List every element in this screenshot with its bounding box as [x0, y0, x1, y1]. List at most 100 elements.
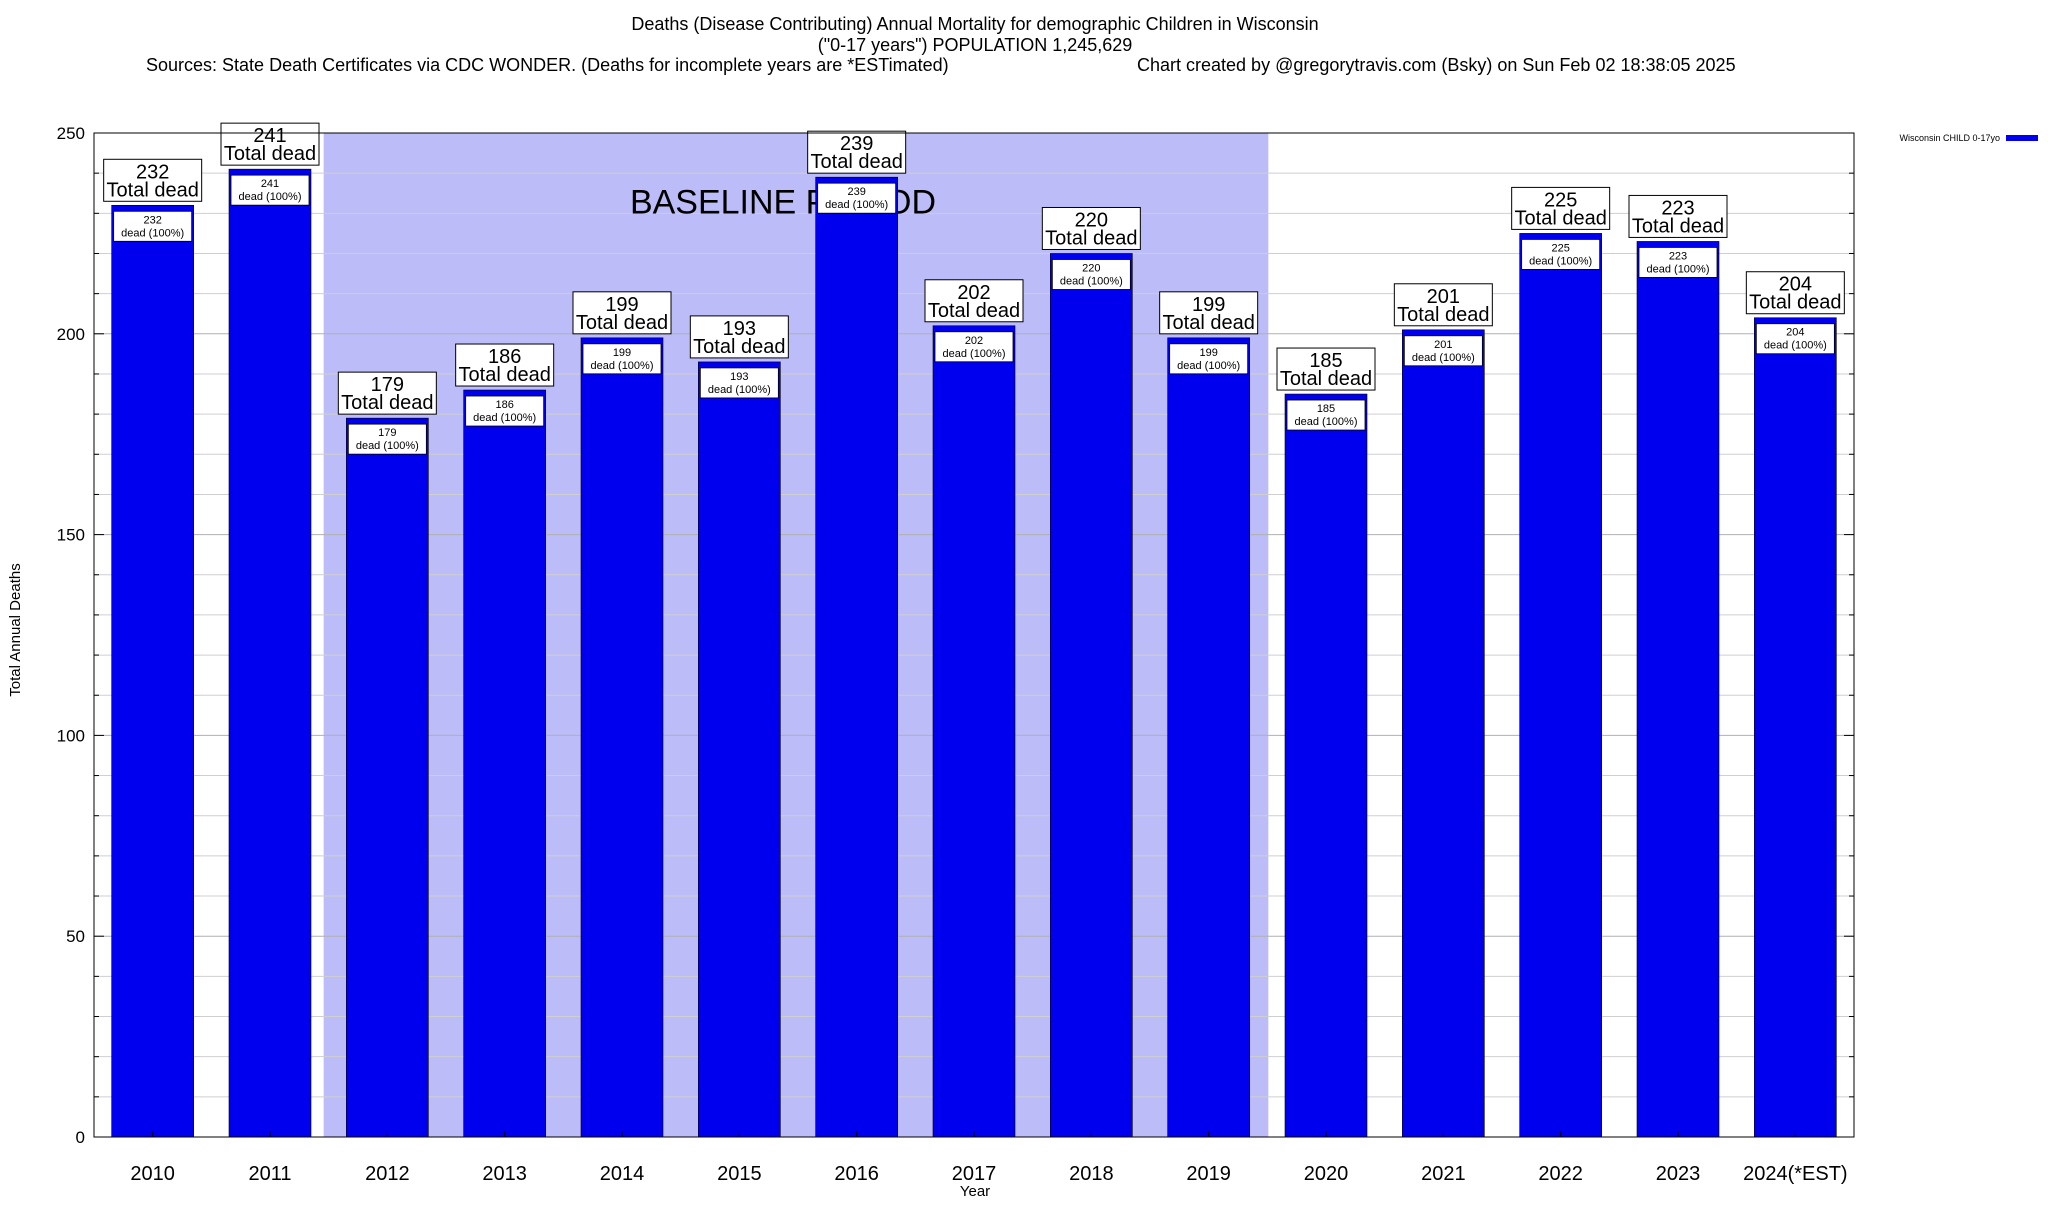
bar-inner-label: dead (100%): [1529, 255, 1592, 267]
x-tick-label: 2020: [1304, 1163, 1349, 1185]
bar-inner-value: 204: [1786, 327, 1804, 339]
bar-top-value: 185: [1309, 350, 1342, 372]
bar-inner-label: dead (100%): [708, 384, 771, 396]
bar-top-label-box: [1159, 291, 1259, 335]
bar-top-label-box: [572, 291, 672, 335]
x-tick-label: 2021: [1421, 1163, 1466, 1185]
bar-top-value: 193: [723, 318, 756, 340]
bar-inner-value: 185: [1317, 403, 1335, 415]
bar-inner-label-box: [1638, 247, 1718, 278]
legend-label: Wisconsin CHILD 0-17yo: [1899, 133, 2000, 143]
bar-top-value: 241: [253, 125, 286, 147]
bar-top-label: Total dead: [107, 179, 199, 201]
bar: [1284, 393, 1368, 1138]
bar-top-label-box: [924, 279, 1024, 323]
bar-top-label: Total dead: [576, 312, 668, 334]
bar-top-value: 225: [1544, 189, 1577, 211]
bar-top-value: 202: [957, 282, 990, 304]
x-tick-label: 2011: [248, 1163, 291, 1185]
x-tick-label: 2016: [834, 1163, 879, 1185]
bar-inner-label: dead (100%): [1647, 263, 1710, 275]
x-tick-label: 2017: [952, 1163, 997, 1185]
bar-inner-label: dead (100%): [1295, 416, 1358, 428]
x-tick-label: 2014: [600, 1163, 645, 1185]
bar-top-value: 199: [1192, 294, 1225, 316]
bar-top-label-box: [220, 122, 320, 166]
bar-top-label-box: [1745, 271, 1845, 315]
bar-top-label: Total dead: [1749, 292, 1841, 314]
bar-inner-value: 202: [965, 335, 983, 347]
bar-top-label: Total dead: [224, 143, 316, 165]
bar-top-value: 199: [605, 294, 638, 316]
bar-inner-label-box: [465, 395, 545, 427]
x-tick-label: 2015: [717, 1163, 762, 1185]
bar: [698, 361, 781, 1138]
bar-inner-label: dead (100%): [825, 199, 888, 211]
bar-inner-label-box: [817, 182, 897, 214]
x-tick-label: 2012: [365, 1163, 410, 1185]
bar-top-label: Total dead: [341, 392, 433, 414]
bar-inner-label-box: [582, 343, 662, 375]
bar-inner-label: dead (100%): [239, 191, 302, 203]
bar-top-label-box: [337, 371, 437, 415]
bar-top-label-box: [689, 315, 789, 359]
bar-inner-value: 225: [1551, 242, 1569, 254]
bar-top-label: Total dead: [459, 364, 551, 386]
chart-credit: Chart created by @gregorytravis.com (Bsk…: [1137, 55, 1736, 75]
bar: [228, 168, 312, 1138]
x-tick-label: 2023: [1656, 1163, 1701, 1185]
bar-inner-label-box: [113, 210, 193, 242]
chart-sources: Sources: State Death Certificates via CD…: [146, 55, 949, 75]
bar-top-value: 204: [1779, 274, 1812, 296]
y-tick-label: 50: [66, 927, 85, 946]
y-tick-label: 250: [57, 124, 85, 143]
bar-top-value: 179: [371, 374, 404, 396]
bar-top-label-box: [1511, 186, 1611, 230]
plot-border: [93, 132, 1855, 1138]
bar: [1754, 317, 1837, 1138]
bar-inner-value: 179: [378, 427, 396, 439]
bar: [815, 176, 898, 1138]
x-tick-label: 2010: [130, 1163, 175, 1185]
x-tick-label: 2013: [482, 1163, 527, 1185]
bar-inner-value: 220: [1082, 262, 1100, 274]
y-tick-label: 100: [57, 726, 85, 745]
bar-top-value: 232: [136, 161, 169, 183]
bar-top-value: 220: [1075, 209, 1108, 231]
bar-top-label: Total dead: [1280, 368, 1372, 390]
bar: [1636, 241, 1720, 1138]
bar-inner-label: dead (100%): [1412, 352, 1475, 364]
x-tick-label: 2019: [1186, 1163, 1231, 1185]
bar-inner-label: dead (100%): [1060, 275, 1123, 287]
bar-inner-label: dead (100%): [943, 348, 1006, 360]
bar-top-label: Total dead: [928, 300, 1020, 322]
bar-inner-value: 241: [261, 178, 279, 190]
bar-top-label: Total dead: [1163, 312, 1255, 334]
bar-inner-label-box: [1403, 335, 1483, 367]
bar-top-value: 201: [1427, 286, 1460, 308]
bar: [1050, 253, 1133, 1138]
chart-subtitle: ("0-17 years") POPULATION 1,245,629: [818, 35, 1133, 55]
bar-inner-value: 239: [847, 186, 865, 198]
bar-top-label: Total dead: [1515, 207, 1607, 229]
bar-top-label-box: [1041, 206, 1141, 250]
bar: [1167, 337, 1250, 1138]
x-tick-label: 2018: [1069, 1163, 1114, 1185]
bar-top-label: Total dead: [1632, 215, 1724, 237]
y-tick-label: 150: [57, 526, 85, 545]
bar: [932, 325, 1016, 1138]
bar-inner-label: dead (100%): [473, 412, 536, 424]
bar-inner-label-box: [1286, 399, 1366, 431]
bar: [346, 417, 429, 1138]
bar-inner-label-box: [699, 367, 779, 399]
bar-top-label: Total dead: [1397, 304, 1489, 326]
bar-top-value: 223: [1661, 197, 1694, 219]
bar-inner-label-box: [1051, 259, 1131, 290]
bar-inner-label-box: [934, 331, 1014, 363]
bar-top-label: Total dead: [811, 151, 903, 173]
bar-inner-label-box: [347, 423, 427, 455]
y-tick-label: 0: [76, 1128, 85, 1147]
x-tick-label: 2024(*EST): [1743, 1163, 1848, 1185]
